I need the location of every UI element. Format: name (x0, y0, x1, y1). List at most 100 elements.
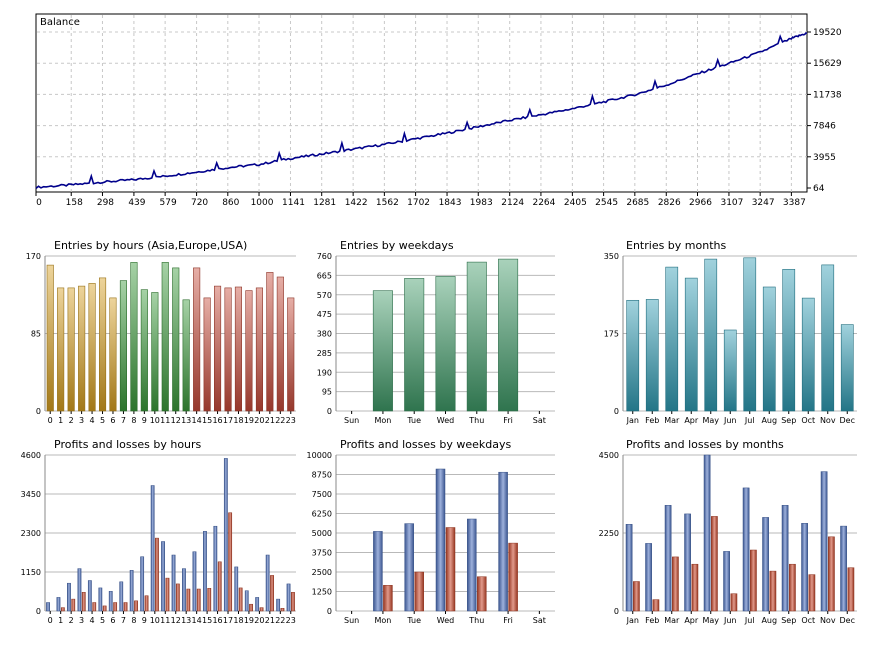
profits-losses-by-hours-chart: Profits and losses by hours 011502300345… (21, 438, 296, 625)
loss-bar-Nov (828, 536, 835, 612)
loss-bar-May (711, 516, 718, 612)
loss-bar-4 (92, 602, 97, 612)
profit-bar-12 (171, 554, 176, 612)
entries-by-months-chart: Entries by months 0 175 350 Jan Feb Mar Apr May… (604, 239, 857, 425)
y-tick-label: 0 (36, 607, 41, 616)
bar-Feb (645, 299, 659, 412)
x-tick-label: 17 (223, 616, 233, 625)
x-tick-label: 7 (121, 616, 126, 625)
bar-22 (276, 276, 284, 412)
balance-x-tick-label: 1422 (345, 198, 368, 208)
bar-Sep (782, 268, 796, 412)
x-tick-label: 18 (233, 416, 243, 425)
y-tick-label: 10000 (307, 451, 332, 460)
balance-x-tick-label: 860 (222, 198, 239, 208)
profit-bar-9 (140, 556, 145, 612)
profit-bar-18 (234, 566, 239, 612)
bar-15 (203, 297, 211, 412)
x-tick-label: Apr (684, 416, 699, 425)
x-tick-label: 21 (265, 616, 275, 625)
bar-Wed (435, 276, 456, 412)
y-tick-label: 4600 (21, 451, 41, 460)
x-tick-label: 0 (48, 616, 53, 625)
x-tick-label: 11 (160, 416, 170, 425)
y-tick-label: 95 (322, 388, 332, 397)
x-tick-label: 1 (58, 616, 63, 625)
x-tick-label: 22 (275, 416, 285, 425)
x-tick-label: May (702, 416, 719, 425)
x-tick-label: 4 (90, 416, 95, 425)
y-tick-label: 6250 (312, 510, 332, 519)
balance-y-tick-label: 15629 (813, 59, 842, 69)
y-tick-label: 350 (604, 252, 619, 261)
x-tick-label: Tue (406, 416, 421, 425)
profit-bar-7 (119, 581, 124, 612)
y-tick-label: 2300 (21, 529, 41, 538)
bar-2 (67, 287, 75, 412)
x-tick-label: 14 (192, 616, 202, 625)
balance-chart: Balance 0 158 298 439 579 720 860 1000 1141 1281 1… (35, 13, 842, 208)
profits-losses-by-weekdays-chart: Profits and losses by weekdays 0 1250 2500… (307, 438, 555, 625)
balance-x-tick-label: 2545 (595, 198, 618, 208)
bar-23 (287, 297, 295, 412)
x-tick-label: Fri (503, 616, 513, 625)
x-tick-label: Dec (840, 616, 855, 625)
entries-by-weekdays-chart: Entries by weekdays 0 95 190 285 380 475 570 66… (317, 239, 555, 425)
profit-bar-10 (150, 485, 155, 612)
profit-bar-Jun (723, 551, 730, 612)
pl-months-title: Profits and losses by months (626, 438, 784, 451)
profit-bar-Tue (404, 523, 414, 612)
y-tick-label: 175 (604, 330, 619, 339)
x-tick-label: Tue (406, 616, 421, 625)
x-tick-label: 15 (202, 416, 212, 425)
loss-bar-21 (270, 575, 274, 612)
profit-bar-Mar (664, 505, 672, 612)
x-tick-label: Jan (626, 616, 639, 625)
balance-x-tick-label: 2264 (532, 198, 555, 208)
bar-20 (255, 287, 264, 412)
x-tick-label: 16 (212, 416, 222, 425)
profit-bar-23 (286, 583, 291, 612)
loss-bar-5 (102, 605, 107, 612)
balance-x-tick-label: 1562 (376, 198, 399, 208)
bar-14 (193, 267, 201, 412)
loss-bar-19 (249, 603, 253, 612)
x-tick-label: 1 (58, 416, 63, 425)
x-tick-label: Mar (664, 416, 680, 425)
balance-y-tick-label: 19520 (813, 28, 842, 38)
x-tick-label: 3 (79, 616, 84, 625)
profit-bar-Wed (435, 468, 446, 612)
x-tick-label: Sun (344, 616, 359, 625)
x-tick-label: Mon (374, 416, 391, 425)
x-tick-label: Aug (761, 416, 777, 425)
bar-16 (214, 285, 222, 412)
x-tick-label: Oct (801, 416, 815, 425)
loss-bar-Jan (633, 581, 640, 612)
bar-8 (130, 262, 138, 412)
y-tick-label: 5000 (312, 529, 332, 538)
bar-Mon (372, 290, 393, 412)
x-tick-label: 2 (69, 416, 74, 425)
balance-x-tick-label: 439 (128, 198, 145, 208)
y-tick-label: 0 (327, 607, 332, 616)
loss-bar-6 (113, 602, 118, 612)
x-tick-label: 13 (181, 416, 191, 425)
loss-bar-Dec (847, 567, 855, 612)
loss-bar-Apr (691, 563, 699, 612)
profit-bar-20 (255, 597, 260, 612)
balance-line (35, 32, 807, 190)
x-tick-label: 3 (79, 416, 84, 425)
profit-bar-Sep (781, 505, 789, 612)
x-tick-label: Jun (723, 616, 737, 625)
profit-bar-11 (161, 541, 165, 612)
y-tick-label: 1250 (312, 588, 332, 597)
x-tick-label: Feb (645, 616, 659, 625)
bar-10 (151, 292, 159, 412)
profit-bar-0 (46, 602, 50, 612)
x-tick-label: 18 (233, 616, 243, 625)
x-tick-label: Jan (626, 416, 639, 425)
x-tick-label: Jul (744, 616, 755, 625)
balance-x-tick-label: 3107 (720, 198, 743, 208)
x-tick-label: 23 (286, 616, 296, 625)
x-tick-label: 19 (244, 616, 254, 625)
